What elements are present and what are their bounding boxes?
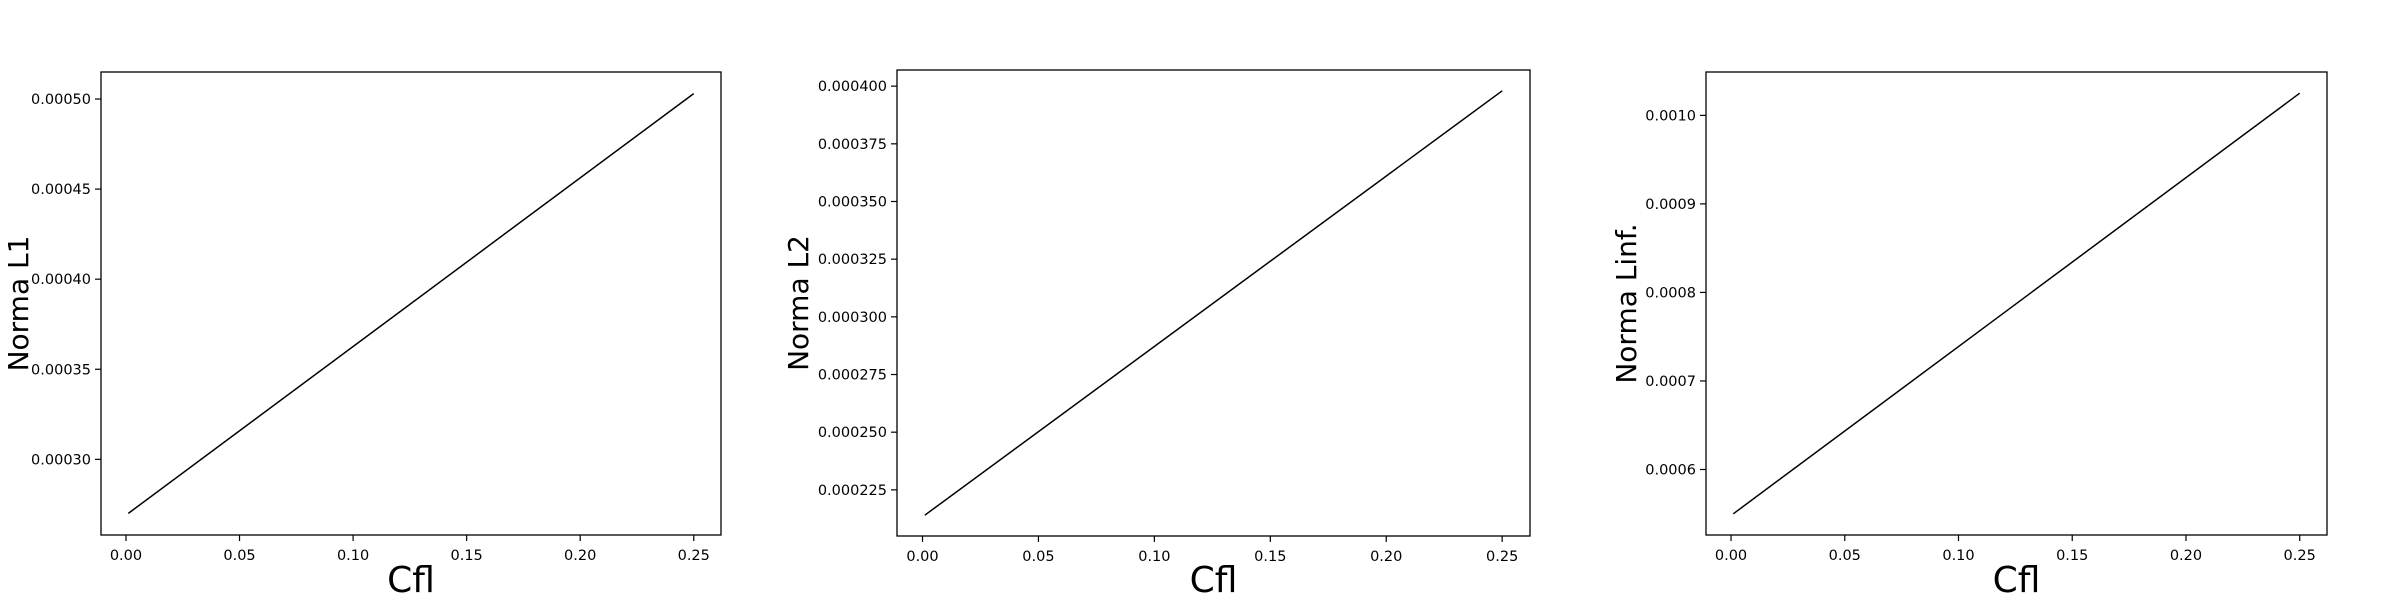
y-tick-label: 0.0008	[1645, 285, 1696, 301]
y-tick-label: 0.0007	[1645, 374, 1696, 390]
x-tick-label: 0.25	[2284, 548, 2316, 564]
x-tick-label: 0.00	[110, 548, 142, 564]
y-tick-label: 0.000400	[818, 79, 887, 95]
x-axis-label: Cfl	[1190, 560, 1238, 600]
x-tick-label: 0.10	[337, 548, 369, 564]
x-tick-label: 0.25	[1486, 549, 1518, 565]
y-axis-label: Norma L1	[2, 236, 35, 372]
y-tick-label: 0.00040	[31, 272, 91, 288]
y-tick-label: 0.000275	[818, 368, 887, 384]
y-tick-label: 0.000375	[818, 137, 887, 153]
x-tick-label: 0.25	[678, 548, 710, 564]
plot-frame	[896, 69, 1531, 537]
y-axis-label: Norma L2	[782, 235, 815, 371]
y-tick-label: 0.000300	[818, 310, 887, 326]
x-tick-label: 0.20	[1370, 549, 1402, 565]
y-tick-label: 0.0009	[1645, 197, 1696, 213]
x-tick-label: 0.15	[450, 548, 482, 564]
y-tick-label: 0.00030	[31, 452, 91, 468]
chart-2: 0.00 0.05 0.10 0.15 0.20 0.25 0.000225 0.000250…	[782, 69, 1531, 600]
y-tick-label: 0.000325	[818, 252, 887, 268]
x-tick-label: 0.00	[906, 549, 938, 565]
chart-1: 0.00 0.05 0.10 0.15 0.20 0.25 0.00030 0.00035 0.…	[2, 71, 722, 600]
x-tick-label: 0.10	[1138, 549, 1170, 565]
x-tick-label: 0.20	[2170, 548, 2202, 564]
y-tick-label: 0.000225	[818, 483, 887, 499]
x-tick-label: 0.15	[1254, 549, 1286, 565]
x-tick-label: 0.20	[564, 548, 596, 564]
plot-frame	[1705, 71, 2328, 536]
x-tick-label: 0.05	[223, 548, 255, 564]
y-tick-label: 0.0006	[1645, 462, 1696, 478]
x-axis-label: Cfl	[387, 560, 435, 600]
y-tick-label: 0.00035	[31, 362, 91, 378]
x-tick-label: 0.05	[1829, 548, 1861, 564]
series-line	[1732, 92, 2301, 515]
x-tick-label: 0.15	[2056, 548, 2088, 564]
x-tick-label: 0.05	[1022, 549, 1054, 565]
y-tick-label: 0.0010	[1645, 108, 1696, 124]
y-tick-label: 0.000250	[818, 425, 887, 441]
plot-frame	[100, 71, 722, 536]
y-tick-label: 0.00045	[31, 182, 91, 198]
series-line	[924, 90, 1503, 516]
x-tick-label: 0.00	[1715, 548, 1747, 564]
y-axis-label: Norma Linf.	[1610, 223, 1643, 383]
chart-3: 0.00 0.05 0.10 0.15 0.20 0.25 0.0006 0.0007 0.00…	[1610, 71, 2328, 600]
y-tick-label: 0.000350	[818, 194, 887, 210]
x-axis-label: Cfl	[1993, 560, 2041, 600]
series-line	[127, 92, 695, 515]
y-tick-label: 0.00050	[31, 92, 91, 108]
x-tick-label: 0.10	[1942, 548, 1974, 564]
